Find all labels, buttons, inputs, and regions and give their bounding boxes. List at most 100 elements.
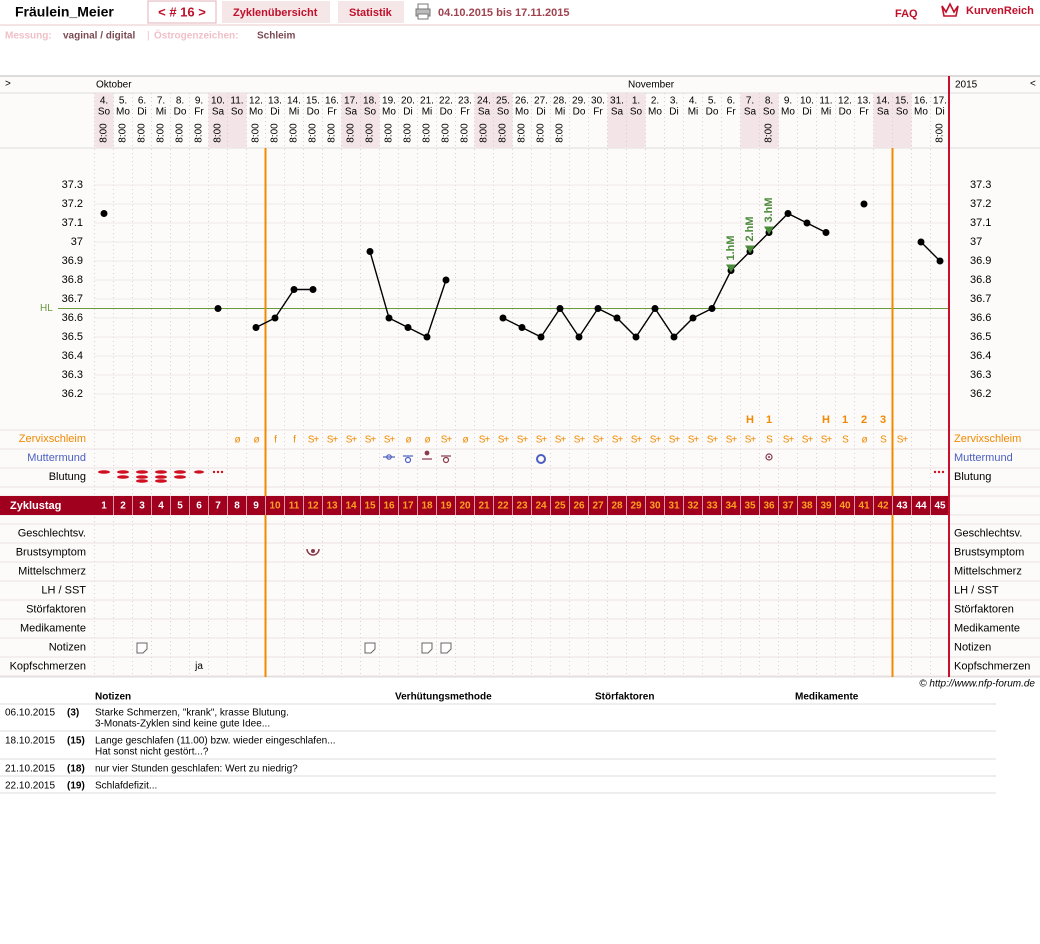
date-label: 17. bbox=[933, 96, 947, 107]
weekday-label: Mi bbox=[821, 107, 832, 118]
brand[interactable]: KurvenReich bbox=[966, 5, 1034, 17]
y-tick-label: 37.2 bbox=[970, 198, 991, 210]
time-label: 8:00 bbox=[213, 123, 224, 143]
cycle-day: 13 bbox=[326, 501, 338, 512]
temperature-point bbox=[917, 238, 925, 246]
date-label: 5. bbox=[119, 96, 127, 107]
hm-marker bbox=[726, 264, 736, 273]
time-label: 8:00 bbox=[365, 123, 376, 143]
tab-label[interactable]: Zyklenübersicht bbox=[233, 7, 318, 19]
tab[interactable] bbox=[338, 1, 404, 23]
mucus-symbol: ø bbox=[405, 435, 411, 446]
time-label: 8:00 bbox=[555, 123, 566, 143]
nav-prev[interactable]: > bbox=[5, 79, 11, 90]
row-label: Blutung bbox=[49, 471, 86, 483]
row-label: Kopfschmerzen bbox=[954, 660, 1030, 672]
row-label: Geschlechtsv. bbox=[18, 527, 86, 539]
cycle-day: 8 bbox=[234, 501, 240, 512]
cycle-day: 37 bbox=[782, 501, 794, 512]
date-label: 9. bbox=[784, 96, 792, 107]
cycle-day: 43 bbox=[896, 501, 908, 512]
cycle-nav[interactable]: < # 16 > bbox=[158, 4, 206, 19]
cycle-day: 11 bbox=[289, 501, 300, 512]
date-label: 11. bbox=[819, 96, 832, 107]
month-label: November bbox=[628, 80, 675, 91]
weekday-label: Mo bbox=[249, 107, 263, 118]
cycle-day: 17 bbox=[402, 501, 414, 512]
weekday-label: Do bbox=[573, 107, 586, 118]
weekday-label: Mi bbox=[289, 107, 300, 118]
note-date: 21.10.2015 bbox=[5, 764, 55, 775]
y-tick-label: 36.3 bbox=[970, 369, 991, 381]
cycle-day: 33 bbox=[706, 501, 718, 512]
note-text: Schlafdefizit... bbox=[95, 781, 157, 792]
faq-link[interactable]: FAQ bbox=[895, 8, 918, 20]
peak-mark: 1 bbox=[766, 414, 772, 426]
time-label: 8:00 bbox=[118, 123, 129, 143]
temperature-point bbox=[670, 333, 678, 341]
note-icons[interactable] bbox=[136, 642, 452, 654]
mucus-symbol: ø bbox=[234, 435, 240, 446]
time-label: 8:00 bbox=[460, 123, 471, 143]
y-tick-label: 36.7 bbox=[62, 293, 83, 305]
mucus-symbol: S+ bbox=[821, 435, 833, 446]
hm-marker bbox=[745, 245, 755, 254]
date-label: 15. bbox=[306, 96, 320, 107]
printer-icon[interactable] bbox=[415, 3, 431, 20]
time-label: 8:00 bbox=[308, 123, 319, 143]
y-tick-label: 36.6 bbox=[62, 312, 83, 324]
date-label: 4. bbox=[689, 96, 697, 107]
temperature-point bbox=[423, 333, 431, 341]
time-label: 8:00 bbox=[270, 123, 281, 143]
tab[interactable] bbox=[222, 1, 330, 23]
date-label: 3. bbox=[670, 96, 678, 107]
cycle-day: 10 bbox=[269, 501, 281, 512]
temperature-point bbox=[518, 324, 526, 331]
copyright[interactable]: © http://www.nfp-forum.de bbox=[919, 679, 1035, 690]
note-text: Hat sonst nicht gestört...? bbox=[95, 747, 209, 758]
notes-header: Störfaktoren bbox=[595, 692, 654, 703]
weekday-label: Di bbox=[669, 107, 678, 118]
tab-label[interactable]: Statistik bbox=[349, 7, 393, 19]
mucus-symbol: S+ bbox=[631, 435, 643, 446]
cycle-day: 1 bbox=[101, 501, 107, 512]
row-label: Muttermund bbox=[27, 452, 86, 464]
weekday-label: Fr bbox=[194, 107, 204, 118]
cycle-box[interactable] bbox=[147, 0, 217, 24]
cycle-day: 35 bbox=[744, 501, 756, 512]
date-label: 8. bbox=[176, 96, 184, 107]
time-label: 8:00 bbox=[175, 123, 186, 143]
temperature-point bbox=[309, 286, 317, 293]
note-day: (15) bbox=[67, 736, 85, 747]
weekday-label: Di bbox=[536, 107, 545, 118]
mucus-symbol: ø bbox=[861, 435, 867, 446]
mucus-symbol: S+ bbox=[574, 435, 586, 446]
temperature-point bbox=[271, 314, 279, 322]
cycle-day: 25 bbox=[554, 501, 566, 512]
mucus-symbol: S+ bbox=[593, 435, 605, 446]
weekday-label: Mo bbox=[515, 107, 529, 118]
setting-label: Östrogenzeichen: bbox=[154, 29, 238, 42]
row-label: Zyklustag bbox=[10, 500, 61, 512]
y-tick-label: 36.3 bbox=[62, 369, 83, 381]
time-label: 8:00 bbox=[498, 123, 509, 143]
mucus-symbol: S+ bbox=[650, 435, 662, 446]
cycle-day: 3 bbox=[139, 501, 145, 512]
date-label: 12. bbox=[838, 96, 852, 107]
mucus-symbol: S bbox=[766, 435, 773, 446]
cycle-day: 19 bbox=[440, 501, 452, 512]
weekday-label: So bbox=[630, 107, 643, 118]
row-label: Geschlechtsv. bbox=[954, 527, 1022, 539]
weekday-label: Sa bbox=[611, 107, 624, 118]
date-label: 1. bbox=[632, 96, 640, 107]
nav-next[interactable]: < bbox=[1030, 79, 1036, 90]
cycle-day: 27 bbox=[592, 501, 604, 512]
user-name: Fräulein_Meier bbox=[15, 4, 114, 20]
note-day: (3) bbox=[67, 708, 79, 719]
y-tick-label: 36.5 bbox=[970, 331, 991, 343]
y-tick-label: 36.5 bbox=[62, 331, 83, 343]
weekend-shade bbox=[474, 93, 494, 148]
mucus-symbol: S+ bbox=[707, 435, 719, 446]
cycle-day: 24 bbox=[535, 501, 547, 512]
logo-icon[interactable] bbox=[941, 2, 959, 17]
